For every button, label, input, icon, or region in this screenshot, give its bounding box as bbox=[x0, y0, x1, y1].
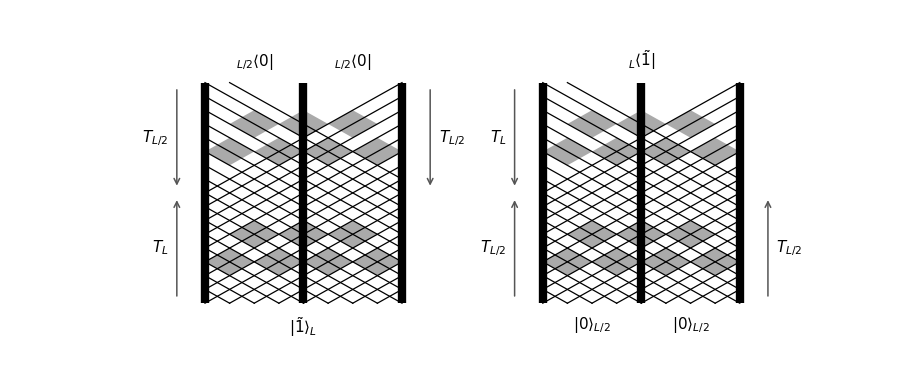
Text: $T_L$: $T_L$ bbox=[152, 239, 168, 257]
Text: $|0\rangle_{L/2}$: $|0\rangle_{L/2}$ bbox=[672, 315, 709, 335]
Text: $T_{L/2}$: $T_{L/2}$ bbox=[480, 238, 506, 258]
Text: ${}_{L/2}\langle 0|$: ${}_{L/2}\langle 0|$ bbox=[334, 52, 371, 72]
Text: ${}_{L/2}\langle 0|$: ${}_{L/2}\langle 0|$ bbox=[235, 52, 273, 72]
Text: $T_{L/2}$: $T_{L/2}$ bbox=[439, 128, 465, 148]
Text: $|\tilde{1}\rangle_L$: $|\tilde{1}\rangle_L$ bbox=[290, 315, 318, 339]
Text: $T_L$: $T_L$ bbox=[489, 128, 506, 147]
Bar bbox=[543, 83, 740, 303]
Text: $|0\rangle_{L/2}$: $|0\rangle_{L/2}$ bbox=[573, 315, 611, 335]
Text: $T_{L/2}$: $T_{L/2}$ bbox=[143, 128, 168, 148]
Text: $T_{L/2}$: $T_{L/2}$ bbox=[776, 238, 803, 258]
Text: ${}_L\langle\tilde{1}|$: ${}_L\langle\tilde{1}|$ bbox=[627, 49, 655, 72]
Bar bbox=[205, 83, 402, 303]
